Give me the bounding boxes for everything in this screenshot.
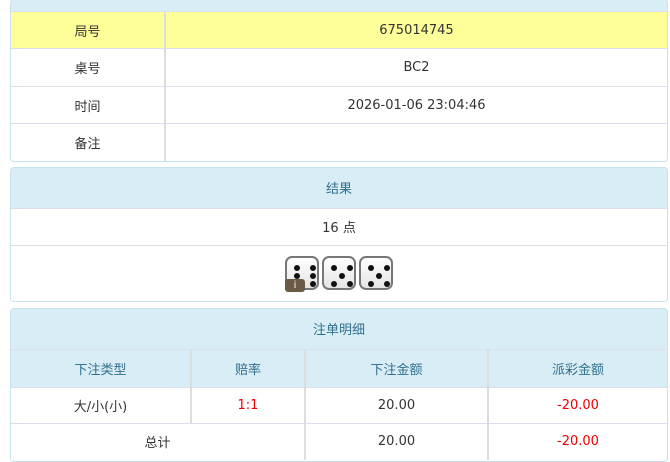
row-round-id: 局号 675014745 <box>11 11 667 49</box>
result-title: 结果 <box>325 182 352 198</box>
die-pip <box>376 272 382 279</box>
bets-title: 注单明细 <box>312 323 365 339</box>
round-info-panel: 局号 675014745 桌号 BC2 时间 2026-01-06 23:04:46 … <box>10 0 668 162</box>
die-face-6: i <box>285 255 319 292</box>
die-pip <box>347 280 353 287</box>
die-pip <box>310 280 316 287</box>
die-pip <box>310 264 316 271</box>
die-pip <box>331 280 337 287</box>
die-pip <box>339 272 345 279</box>
die-pip <box>294 264 300 271</box>
col-header: 下注金额 <box>305 348 489 387</box>
dice-group: i <box>285 255 393 292</box>
bet-amount: 20.00 <box>305 386 489 423</box>
total-payout: -20.00 <box>488 422 667 460</box>
bets-header-row: 下注类型 赔率 下注金额 派彩金额 <box>11 348 667 387</box>
total-label: 总计 <box>11 422 306 460</box>
col-header: 赔率 <box>191 348 306 387</box>
col-header: 下注类型 <box>11 348 192 387</box>
value: 675014745 <box>165 11 667 49</box>
bet-type: 大/小(小) <box>11 386 192 423</box>
label: 桌号 <box>11 48 166 87</box>
value <box>165 123 667 161</box>
row-remark: 备注 <box>11 123 667 161</box>
result-panel: 结果 16 点 i <box>10 167 668 302</box>
die-face-5 <box>322 255 356 290</box>
die-pip <box>310 272 316 279</box>
die-pip <box>347 264 353 271</box>
payout: -20.00 <box>488 386 667 423</box>
value: BC2 <box>165 48 667 87</box>
label: 局号 <box>11 11 166 49</box>
total-row: 总计 20.00 -20.00 <box>11 422 667 460</box>
panel-header <box>11 0 667 11</box>
die-pip <box>368 280 374 287</box>
row-table-id: 桌号 BC2 <box>11 48 667 87</box>
total-amount: 20.00 <box>305 422 489 460</box>
value: 2026-01-06 23:04:46 <box>165 86 667 124</box>
label: 时间 <box>11 86 166 124</box>
row-time: 时间 2026-01-06 23:04:46 <box>11 86 667 124</box>
result-points: 16 点 <box>11 207 667 245</box>
odds: 1:1 <box>191 386 306 423</box>
die-pip <box>368 264 374 271</box>
table-row: 大/小(小) 1:1 20.00 -20.00 <box>11 386 667 423</box>
label: 备注 <box>11 123 166 161</box>
die-pip <box>294 272 300 279</box>
die-pip <box>384 264 390 271</box>
die-face-5 <box>359 255 393 290</box>
die-pip <box>384 280 390 287</box>
bet-details-panel: 注单明细 下注类型 赔率 下注金额 派彩金额 大/小(小) 1:1 20.00 … <box>10 308 668 462</box>
die-pip <box>331 264 337 271</box>
info-icon[interactable]: i <box>285 278 305 292</box>
col-header: 派彩金额 <box>488 348 667 387</box>
